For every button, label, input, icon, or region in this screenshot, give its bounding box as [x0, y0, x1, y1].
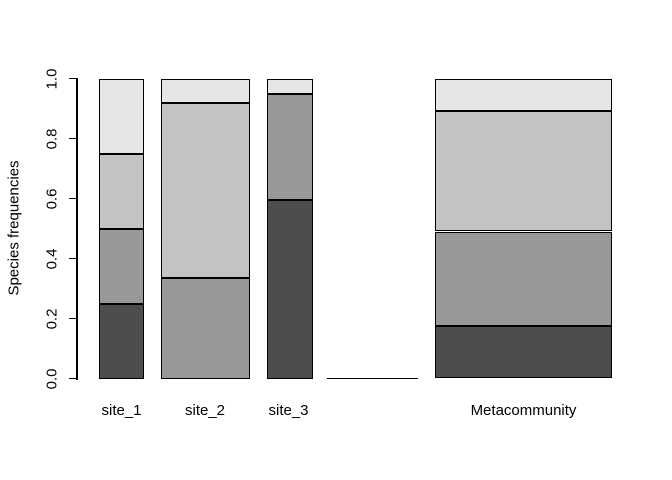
- y-tick-label: 0.0: [43, 368, 61, 389]
- bar-segment-species-2-medium-gray: [435, 231, 612, 327]
- y-tick-label: 1.0: [43, 68, 61, 89]
- y-tick-label: 0.2: [43, 308, 61, 329]
- y-tick: [69, 77, 77, 80]
- bar-segment-species-1-dark-gray: [435, 326, 612, 379]
- bar-segment-species-2-medium-gray: [160, 278, 250, 379]
- x-category-label: site_3: [268, 402, 309, 419]
- x-category-label: site_1: [101, 402, 142, 419]
- y-tick-label: 0.4: [43, 248, 61, 269]
- bar-segment-species-2-medium-gray: [266, 93, 313, 200]
- y-tick: [69, 317, 77, 320]
- x-category-label: Metacommunity: [470, 402, 577, 419]
- bar-segment-species-4-very-light-gray: [99, 78, 144, 154]
- bar-segment-species-4-very-light-gray: [266, 78, 313, 94]
- empty-bar-baseline: [327, 377, 418, 379]
- y-tick: [69, 257, 77, 260]
- bar-segment-species-2-medium-gray: [99, 228, 144, 304]
- y-tick: [69, 197, 77, 200]
- bar-segment-species-1-dark-gray: [266, 200, 313, 379]
- y-tick: [69, 137, 77, 140]
- y-tick: [69, 377, 77, 380]
- y-tick-label: 0.8: [43, 128, 61, 149]
- x-category-label: site_2: [184, 402, 226, 419]
- bar-segment-species-4-very-light-gray: [160, 78, 250, 104]
- y-tick-label: 0.6: [43, 188, 61, 209]
- y-axis-line: [76, 78, 78, 380]
- bar-segment-species-3-light-gray: [99, 153, 144, 229]
- bar-segment-species-4-very-light-gray: [435, 78, 612, 111]
- bar-segment-species-1-dark-gray: [99, 303, 144, 379]
- bar-segment-species-3-light-gray: [160, 103, 250, 278]
- bar-segment-species-3-light-gray: [435, 110, 612, 232]
